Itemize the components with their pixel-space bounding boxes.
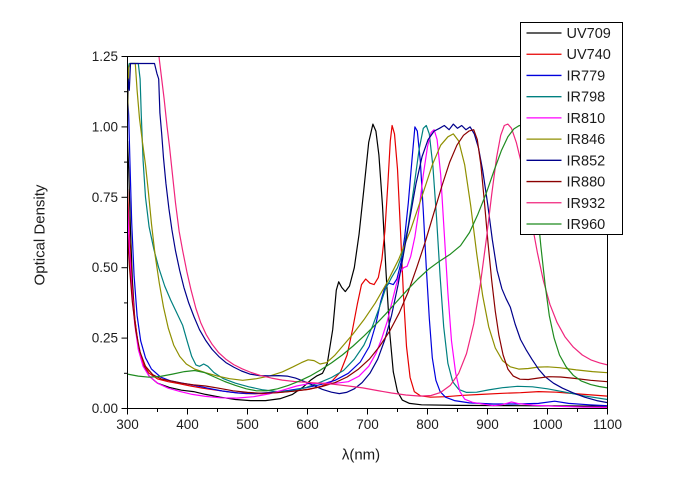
series-line-ir810	[127, 129, 608, 408]
series-line-ir846	[127, 62, 608, 381]
legend-label-ir846: IR846	[567, 132, 606, 148]
series-line-ir852	[127, 62, 608, 404]
legend-box	[520, 22, 623, 235]
y-tick-label: 0.75	[92, 190, 118, 205]
series-line-ir960	[127, 124, 608, 392]
series-line-ir798	[127, 62, 608, 401]
y-tick-label: 1.25	[92, 49, 118, 64]
x-tick-label: 1100	[593, 417, 622, 432]
x-tick-label: 500	[236, 417, 259, 432]
series-line-ir779	[127, 93, 608, 407]
legend-label-ir932: IR932	[567, 196, 606, 212]
x-tick-label: 800	[416, 417, 439, 432]
x-tick-label: 600	[296, 417, 319, 432]
legend-label-ir810: IR810	[567, 111, 606, 127]
legend-label-ir852: IR852	[567, 153, 606, 169]
legend-label-ir880: IR880	[567, 175, 606, 191]
x-tick-label: 1000	[532, 417, 562, 432]
legend-label-ir798: IR798	[567, 90, 606, 106]
y-tick-label: 1.00	[92, 119, 118, 134]
legend-label-uv709: UV709	[567, 26, 611, 42]
x-axis-label: λ(nm)	[341, 446, 381, 464]
x-tick-label: 900	[476, 417, 499, 432]
x-tick-label: 400	[176, 417, 199, 432]
x-tick-label: 300	[116, 417, 139, 432]
y-tick-label: 0.25	[92, 331, 118, 346]
y-axis-label: Optical Density	[31, 184, 49, 286]
series-line-uv740	[127, 124, 608, 398]
legend-label-ir779: IR779	[567, 68, 606, 84]
series-group	[127, 56, 608, 408]
y-tick-label: 0.50	[92, 260, 118, 275]
series-line-ir880	[127, 129, 608, 394]
legend-label-ir960: IR960	[567, 217, 606, 233]
x-tick-label: 700	[356, 417, 379, 432]
legend-label-uv740: UV740	[567, 47, 611, 63]
y-tick-label: 0.00	[92, 401, 118, 416]
